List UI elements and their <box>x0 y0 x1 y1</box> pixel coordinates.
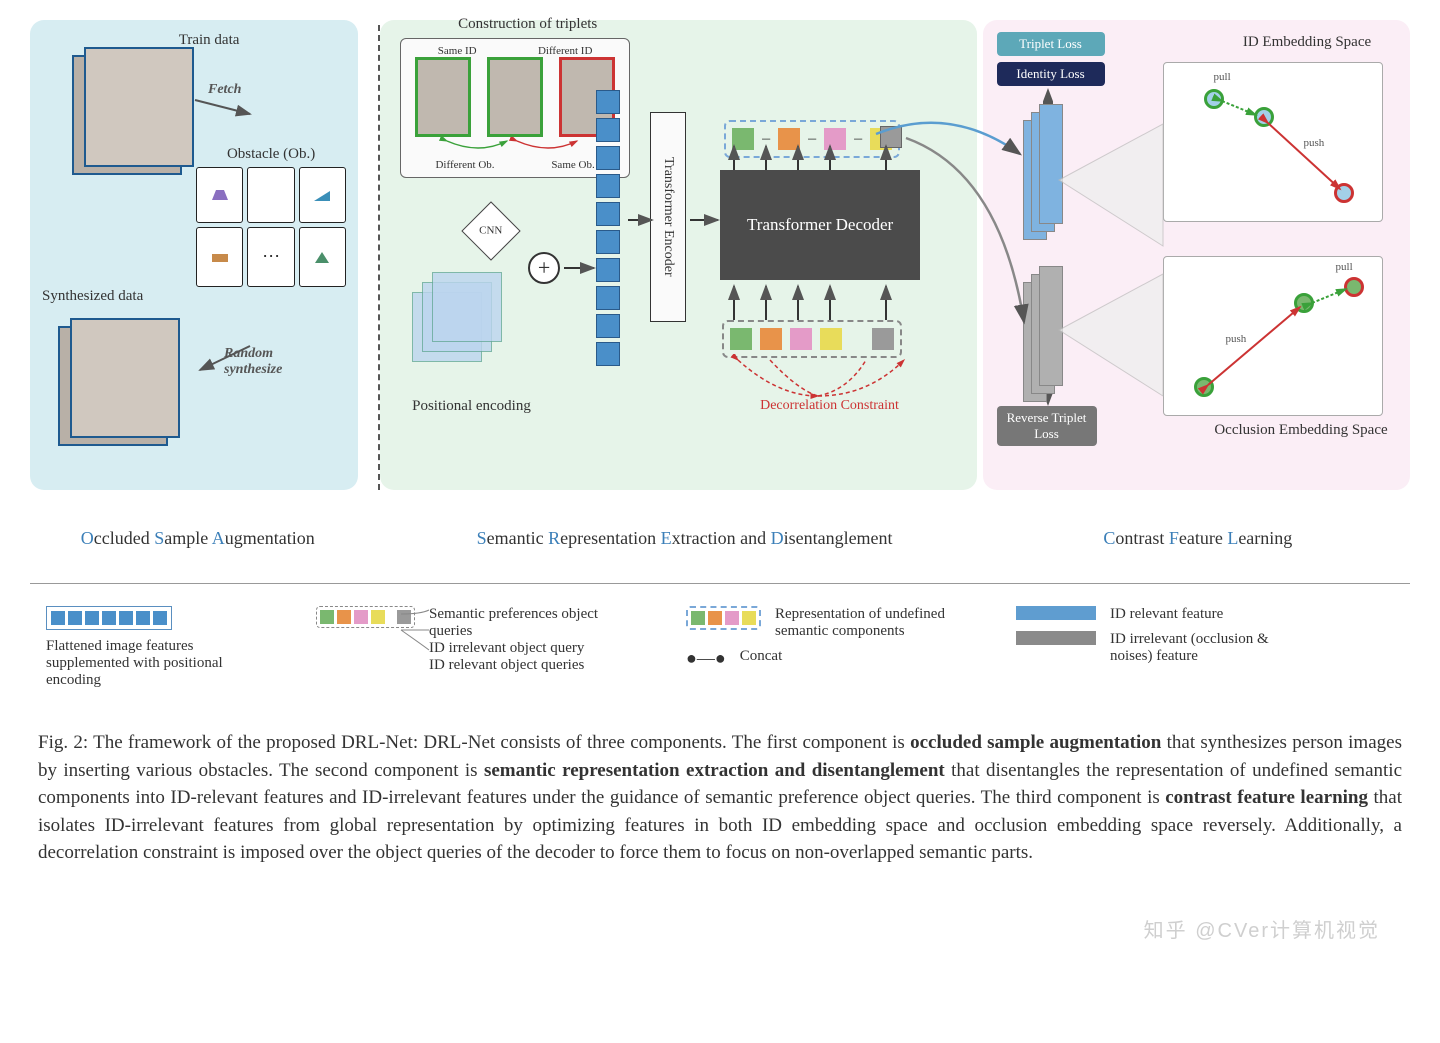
sre-title: Semantic Representation Extraction and D… <box>384 528 986 549</box>
up-arrows <box>710 280 930 336</box>
reverse-triplet-loss-box: Reverse Triplet Loss <box>997 406 1097 446</box>
cone-bot <box>1055 270 1167 400</box>
figure-caption: Fig. 2: The framework of the proposed DR… <box>30 729 1410 867</box>
legend-sem-pref: Semantic preferences object queries <box>429 606 636 640</box>
id-embed-label: ID Embedding Space <box>1222 34 1392 51</box>
triplet-anchor <box>415 57 471 137</box>
triplet-positive <box>487 57 543 137</box>
cfl-title: Contrast Feature Learning <box>986 528 1410 549</box>
obstacle-label: Obstacle (Ob.) <box>196 146 346 163</box>
transformer-decoder: Transformer Decoder <box>720 170 920 280</box>
fetch-arrow: Fetch <box>190 92 260 127</box>
legend-id-irr-q: ID irrelevant object query <box>429 640 636 657</box>
decorr-arrows <box>718 354 928 402</box>
legend: Flattened image features supplemented wi… <box>30 606 1410 689</box>
obstacle-grid: ⋯ <box>196 167 346 287</box>
triplet-loss-box: Triplet Loss <box>997 32 1105 56</box>
plus-op: + <box>528 252 560 284</box>
legend-repr-undef: Representation of undefined semantic com… <box>686 606 966 640</box>
osa-title: Occluded Sample Augmentation <box>30 528 366 549</box>
feat-to-enc-arrow <box>626 210 656 230</box>
identity-loss-box: Identity Loss <box>997 62 1105 86</box>
random-synth-arrow: Random synthesize <box>190 340 260 385</box>
sre-panel: Construction of triplets Same ID Differe… <box>380 20 976 490</box>
plus-to-feat-arrow <box>562 258 598 278</box>
legend-id-rel-feat: ID relevant feature <box>1016 606 1296 623</box>
synth-label: Synthesized data <box>42 288 143 305</box>
cfl-panel: Triplet Loss Identity Loss Reverse Tripl… <box>983 20 1410 490</box>
section-labels-row: Occluded Sample Augmentation Semantic Re… <box>30 528 1410 549</box>
framework-diagram: Train data Obstacle (Ob.) ⋯ Fetch Synthe… <box>30 20 1410 510</box>
legend-divider <box>30 583 1410 584</box>
cone-top <box>1055 120 1167 250</box>
triplet-title: Construction of triplets <box>458 16 597 33</box>
occ-embedding-box: push pull <box>1163 256 1383 416</box>
legend-id-rel-q: ID relevant object queries <box>429 657 636 674</box>
feature-column <box>596 90 620 366</box>
legend-id-irr-feat: ID irrelevant (occlusion & noises) featu… <box>1016 631 1296 665</box>
id-embedding-box: pull push <box>1163 62 1383 222</box>
sre-gray-to-stack-arrow <box>900 132 1040 332</box>
legend-flattened <box>46 606 266 630</box>
cnn-block: CNN <box>461 201 520 260</box>
synth-images <box>58 326 168 446</box>
legend-concat: ●—● Concat <box>686 648 966 669</box>
osa-panel: Train data Obstacle (Ob.) ⋯ Fetch Synthe… <box>30 20 358 490</box>
watermark: 知乎 @CVer计算机视觉 <box>1144 914 1380 943</box>
decorrelation-label: Decorrelation Constraint <box>760 398 899 414</box>
train-data-images <box>72 55 182 175</box>
enc-to-dec-arrow <box>688 210 722 230</box>
pe-label: Positional encoding <box>412 398 531 415</box>
occ-embed-label: Occlusion Embedding Space <box>1206 422 1396 439</box>
